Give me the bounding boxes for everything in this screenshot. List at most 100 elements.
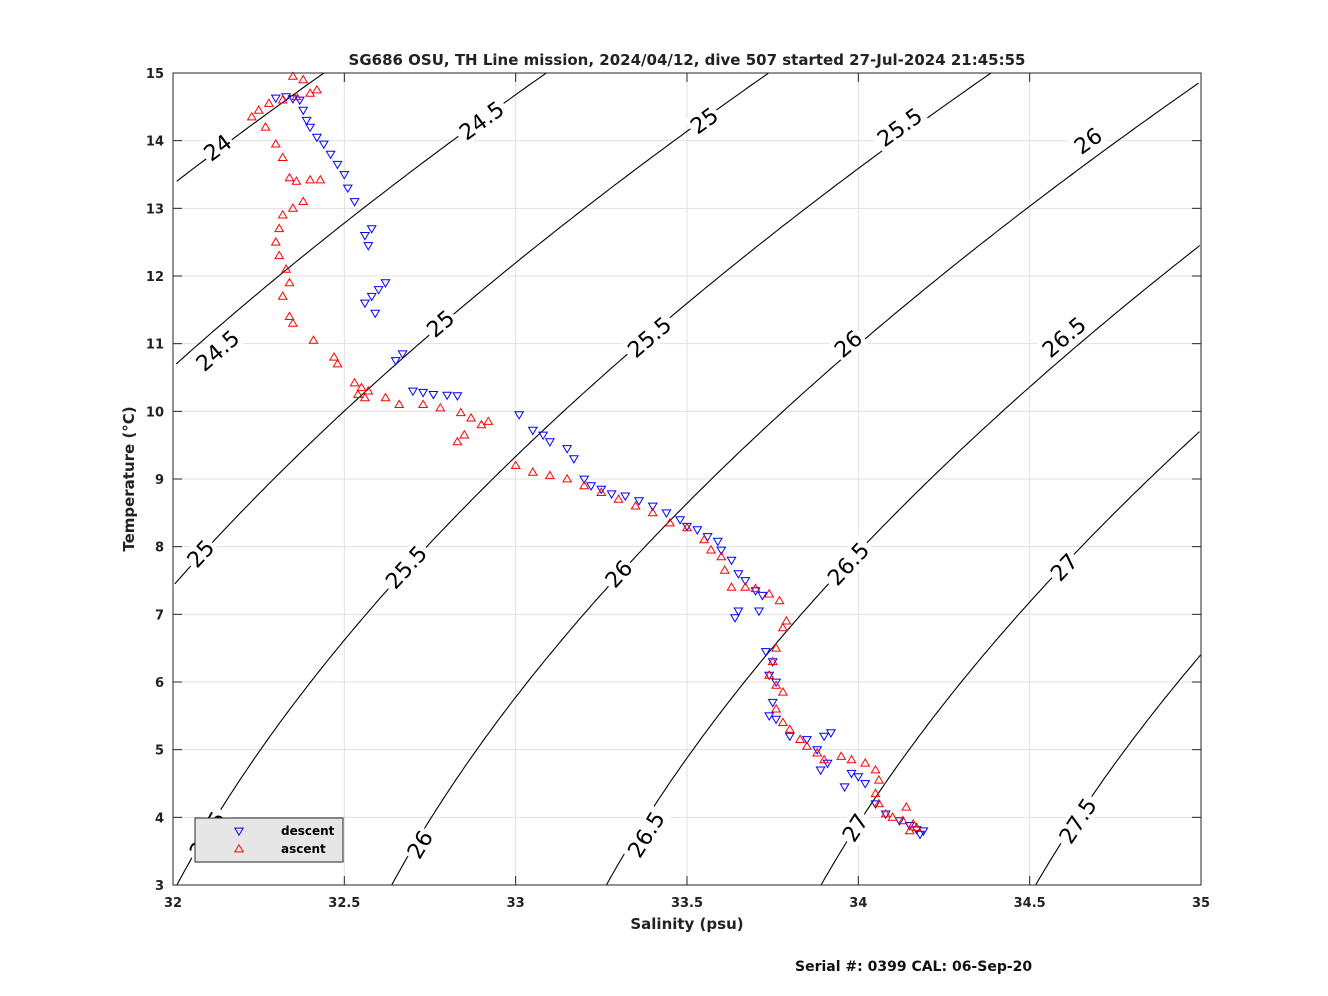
descent-point xyxy=(544,438,555,447)
ascent-point xyxy=(263,98,274,107)
ascent-point xyxy=(795,734,806,743)
legend-descent-marker xyxy=(233,827,245,837)
ascent-point xyxy=(771,643,782,652)
descent-point xyxy=(311,133,322,143)
x-tick-label: 32.5 xyxy=(328,896,360,911)
data-points xyxy=(246,71,929,840)
contour-label-bg xyxy=(378,538,434,596)
ascent-point xyxy=(329,352,340,361)
contour-label-bg xyxy=(1067,121,1108,160)
ascent-point xyxy=(510,460,521,469)
y-tick-label: 6 xyxy=(155,676,164,691)
descent-point xyxy=(822,759,833,769)
ascent-point xyxy=(767,656,778,666)
descent-point xyxy=(633,497,645,506)
ascent-point xyxy=(466,412,477,422)
legend-descent-label: descent xyxy=(281,824,335,838)
ascent-point xyxy=(274,250,285,260)
descent-point xyxy=(349,198,360,207)
descent-point xyxy=(579,475,590,485)
ascent-point xyxy=(771,703,782,713)
ascent-point xyxy=(274,223,285,233)
ascent-point xyxy=(777,622,788,632)
ascent-point xyxy=(801,741,812,750)
y-tick-label: 5 xyxy=(155,744,164,759)
descent-point xyxy=(538,431,549,441)
descent-point xyxy=(729,614,741,623)
ascent-point xyxy=(352,389,364,398)
descent-point xyxy=(407,387,418,397)
ascent-point xyxy=(260,121,271,131)
descent-point xyxy=(390,357,401,366)
ascent-point xyxy=(870,764,881,774)
y-tick-label: 9 xyxy=(155,473,164,488)
ascent-point xyxy=(705,544,717,554)
density-contour-27.5 xyxy=(1035,654,1202,886)
descent-point xyxy=(784,732,795,742)
descent-point xyxy=(428,391,439,400)
descent-point xyxy=(442,391,453,401)
ascent-point xyxy=(315,174,326,184)
descent-point xyxy=(418,388,429,398)
descent-point xyxy=(870,800,881,809)
ascent-point xyxy=(380,392,391,402)
descent-point xyxy=(726,556,737,566)
ascent-point xyxy=(716,551,727,561)
chart-title: SG686 OSU, TH Line mission, 2024/04/12, … xyxy=(349,51,1026,69)
ascent-point xyxy=(277,291,288,300)
ascent-point xyxy=(562,473,573,483)
ascent-point xyxy=(527,467,538,476)
y-tick-label: 14 xyxy=(146,135,164,150)
legend-box xyxy=(194,817,344,863)
descent-point xyxy=(764,671,775,681)
ascent-point xyxy=(284,277,295,287)
ascent-point xyxy=(287,318,298,327)
ascent-point xyxy=(483,416,494,425)
ascent-point xyxy=(596,487,607,496)
serial-cal-footer: Serial #: 0399 CAL: 06-Sep-20 xyxy=(795,959,1032,975)
descent-point xyxy=(757,591,768,601)
ascent-point xyxy=(287,203,298,212)
ascent-point xyxy=(819,754,830,764)
ascent-point xyxy=(897,815,908,825)
x-tick-label: 32 xyxy=(164,896,182,911)
ascent-point xyxy=(699,534,710,544)
descent-point xyxy=(606,490,617,500)
contour-label-bg xyxy=(1044,547,1084,587)
ascent-point xyxy=(305,88,316,97)
ascent-point xyxy=(908,818,919,828)
legend: descent ascent xyxy=(194,817,344,863)
ascent-point xyxy=(579,480,590,490)
x-tick-label: 33 xyxy=(507,896,525,911)
descent-point xyxy=(692,526,703,535)
descent-point xyxy=(839,783,850,793)
contour-label-bg xyxy=(420,303,461,343)
density-contour-27 xyxy=(820,431,1200,886)
ascent-point xyxy=(305,174,316,184)
ascent-point xyxy=(287,71,298,80)
contour-label-bg xyxy=(1052,790,1104,851)
ascent-point xyxy=(777,717,788,726)
descent-point xyxy=(815,766,826,776)
contour-label-bg xyxy=(1034,309,1094,365)
descent-point xyxy=(771,715,782,725)
ascent-point xyxy=(873,798,884,808)
descent-point xyxy=(359,232,370,241)
x-axis-label: Salinity (psu) xyxy=(630,915,743,933)
descent-point xyxy=(332,160,343,170)
ascent-point xyxy=(784,724,795,733)
y-tick-label: 11 xyxy=(146,338,164,353)
descent-point xyxy=(301,116,312,126)
x-tick-label: 34.5 xyxy=(1014,896,1046,911)
y-tick-label: 10 xyxy=(146,405,164,420)
descent-point xyxy=(380,279,391,288)
ascent-point xyxy=(311,84,322,94)
ascent-point xyxy=(740,582,751,591)
descent-point xyxy=(860,780,871,789)
descent-point xyxy=(733,607,744,617)
contour-label-bg xyxy=(828,324,869,364)
descent-point xyxy=(270,94,281,104)
descent-point xyxy=(620,492,631,502)
ascent-point xyxy=(664,517,675,527)
